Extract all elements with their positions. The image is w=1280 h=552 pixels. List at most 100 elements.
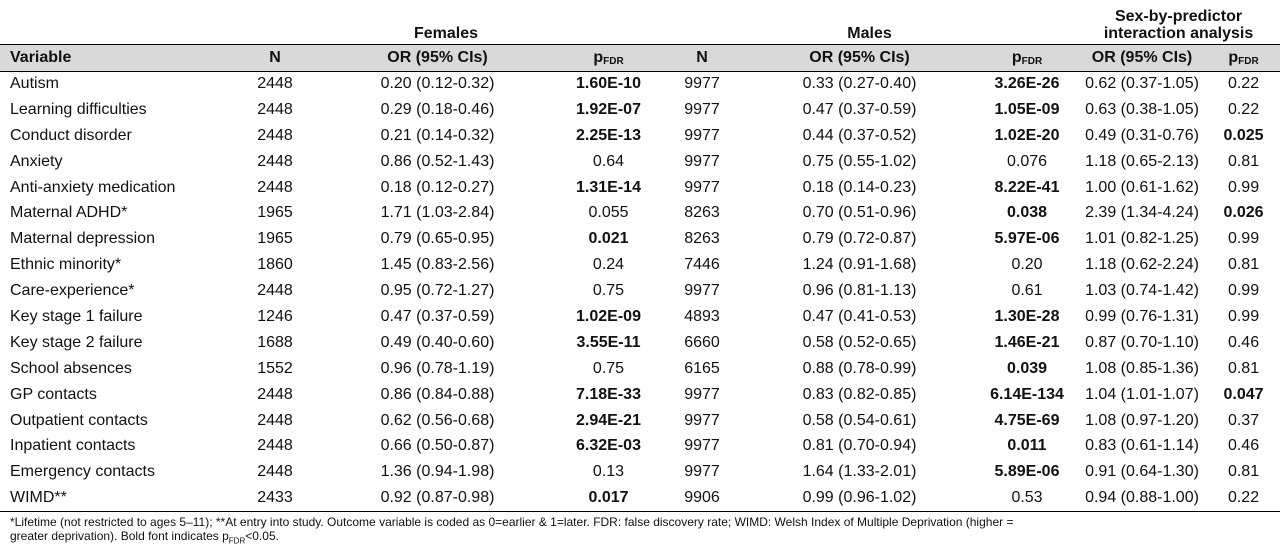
cell-m-n: 9977 bbox=[684, 411, 720, 429]
cell-m-n: 9977 bbox=[684, 437, 720, 455]
cell-f-p: 0.64 bbox=[592, 152, 625, 170]
footnote: *Lifetime (not restricted to ages 5–11);… bbox=[0, 512, 1280, 548]
footnote-line-1: *Lifetime (not restricted to ages 5–11);… bbox=[10, 514, 1014, 529]
cell-f-or: 0.49 (0.40-0.60) bbox=[380, 333, 495, 351]
cell-f-or: 1.45 (0.83-2.56) bbox=[380, 256, 495, 274]
cell-variable: Inpatient contacts bbox=[10, 437, 136, 455]
table-row: Anxiety 2448 0.86 (0.52-1.43) 0.64 9977 0.75 … bbox=[0, 149, 1280, 175]
cell-i-p: 0.46 bbox=[1227, 437, 1260, 455]
cell-m-n: 9977 bbox=[684, 463, 720, 481]
cell-variable: Maternal ADHD* bbox=[10, 204, 128, 222]
cell-i-p: 0.81 bbox=[1227, 463, 1260, 481]
cell-m-p: 6.14E-134 bbox=[990, 385, 1064, 403]
cell-m-n: 9977 bbox=[684, 100, 720, 118]
cell-variable: Conduct disorder bbox=[10, 126, 132, 144]
cell-f-n: 2448 bbox=[257, 282, 293, 300]
group-males: Males bbox=[662, 0, 1078, 44]
table-row: Maternal ADHD* 1965 1.71 (1.03-2.84) 0.055 8… bbox=[0, 200, 1280, 226]
cell-variable: Anti-anxiety medication bbox=[10, 178, 176, 196]
cell-f-p: 1.60E-10 bbox=[576, 75, 641, 93]
cell-i-or: 2.39 (1.34-4.24) bbox=[1085, 204, 1199, 222]
cell-i-p: 0.22 bbox=[1207, 485, 1280, 512]
cell-f-p: 2.25E-13 bbox=[576, 126, 641, 144]
cell-m-n: 9906 bbox=[662, 485, 742, 512]
col-m-or: OR (95% CIs) bbox=[742, 43, 977, 72]
group-females: Females bbox=[230, 0, 662, 44]
cell-m-n: 8263 bbox=[684, 204, 720, 222]
cell-m-or: 0.44 (0.37-0.52) bbox=[802, 126, 917, 144]
cell-f-p: 0.24 bbox=[592, 256, 625, 274]
cell-f-or: 0.21 (0.14-0.32) bbox=[380, 126, 495, 144]
cell-variable: School absences bbox=[10, 359, 132, 377]
col-f-n: N bbox=[230, 43, 320, 72]
table-row: Maternal depression 1965 0.79 (0.65-0.95) 0… bbox=[0, 226, 1280, 252]
cell-f-or: 1.71 (1.03-2.84) bbox=[380, 204, 495, 222]
cell-i-p: 0.99 bbox=[1227, 230, 1260, 248]
col-m-n: N bbox=[662, 43, 742, 72]
table-row: Ethnic minority* 1860 1.45 (0.83-2.56) 0.24… bbox=[0, 252, 1280, 278]
table-row: WIMD** 2433 0.92 (0.87-0.98) 0.017 9906 0.99 … bbox=[0, 485, 1280, 512]
cell-f-or: 0.47 (0.37-0.59) bbox=[380, 307, 495, 325]
cell-m-n: 6660 bbox=[684, 333, 720, 351]
cell-i-p: 0.99 bbox=[1227, 178, 1260, 196]
cell-variable: GP contacts bbox=[10, 385, 97, 403]
cell-i-or: 0.87 (0.70-1.10) bbox=[1085, 333, 1199, 351]
group-interaction: Sex-by-predictor interaction analysis bbox=[1077, 0, 1280, 44]
cell-m-n: 9977 bbox=[684, 152, 720, 170]
cell-f-n: 2448 bbox=[257, 178, 293, 196]
table-row: Inpatient contacts 2448 0.66 (0.50-0.87) 6.… bbox=[0, 433, 1280, 459]
table-row: Emergency contacts 2448 1.36 (0.94-1.98) 0.… bbox=[0, 459, 1280, 485]
cell-m-p: 0.53 bbox=[977, 485, 1078, 512]
cell-i-or: 1.03 (0.74-1.42) bbox=[1085, 282, 1199, 300]
cell-m-or: 0.47 (0.37-0.59) bbox=[802, 100, 917, 118]
cell-f-p: 3.55E-11 bbox=[576, 333, 641, 351]
table-row: Outpatient contacts 2448 0.62 (0.56-0.68) 2… bbox=[0, 408, 1280, 434]
cell-variable: Maternal depression bbox=[10, 230, 155, 248]
col-m-p: pFDR bbox=[977, 43, 1078, 72]
cell-i-p: 0.81 bbox=[1227, 152, 1260, 170]
table-row: Care-experience* 2448 0.95 (0.72-1.27) 0.75… bbox=[0, 278, 1280, 304]
cell-variable: Anxiety bbox=[10, 152, 63, 170]
cell-f-or: 0.66 (0.50-0.87) bbox=[380, 437, 495, 455]
cell-m-n: 6165 bbox=[684, 359, 720, 377]
cell-m-n: 7446 bbox=[684, 256, 720, 274]
table-row: Key stage 2 failure 1688 0.49 (0.40-0.60) 3… bbox=[0, 330, 1280, 356]
cell-f-or: 0.86 (0.52-1.43) bbox=[380, 152, 495, 170]
cell-f-or: 0.79 (0.65-0.95) bbox=[380, 230, 495, 248]
cell-m-or: 0.33 (0.27-0.40) bbox=[802, 75, 917, 93]
cell-f-p: 6.32E-03 bbox=[576, 437, 641, 455]
cell-f-or: 0.62 (0.56-0.68) bbox=[380, 411, 495, 429]
cell-variable: Care-experience* bbox=[10, 282, 135, 300]
table-row: Autism 2448 0.20 (0.12-0.32) 1.60E-10 9977 0.… bbox=[0, 71, 1280, 97]
cell-i-p: 0.37 bbox=[1227, 411, 1260, 429]
col-f-or: OR (95% CIs) bbox=[320, 43, 555, 72]
cell-m-or: 1.24 (0.91-1.68) bbox=[802, 256, 917, 274]
cell-i-or: 1.18 (0.62-2.24) bbox=[1085, 256, 1199, 274]
cell-f-p: 0.021 bbox=[588, 230, 629, 248]
col-variable: Variable bbox=[0, 43, 230, 72]
cell-f-n: 2448 bbox=[257, 463, 293, 481]
cell-m-p: 1.05E-09 bbox=[994, 100, 1060, 118]
cell-m-p: 0.011 bbox=[1007, 437, 1047, 455]
cell-f-n: 2448 bbox=[257, 437, 293, 455]
cell-i-p: 0.99 bbox=[1227, 307, 1260, 325]
column-header-row: Variable N OR (95% CIs) pFDR N OR (95% C… bbox=[0, 43, 1280, 72]
cell-m-or: 0.79 (0.72-0.87) bbox=[802, 230, 917, 248]
cell-i-p: 0.047 bbox=[1223, 385, 1264, 403]
cell-m-p: 0.20 bbox=[1011, 256, 1043, 274]
cell-f-n: 2448 bbox=[257, 385, 293, 403]
cell-i-p: 0.81 bbox=[1227, 256, 1260, 274]
cell-m-or: 0.81 (0.70-0.94) bbox=[802, 437, 917, 455]
cell-f-p: 7.18E-33 bbox=[576, 385, 641, 403]
col-i-or: OR (95% CIs) bbox=[1077, 43, 1208, 72]
cell-m-p: 3.26E-26 bbox=[994, 75, 1060, 93]
cell-f-p: 1.92E-07 bbox=[576, 100, 641, 118]
cell-f-n: 1965 bbox=[257, 204, 293, 222]
group-header-row: Females Males Sex-by-predictor interacti… bbox=[0, 0, 1280, 44]
cell-f-n: 1688 bbox=[257, 333, 293, 351]
cell-variable: Ethnic minority* bbox=[10, 256, 122, 274]
cell-m-n: 9977 bbox=[684, 178, 720, 196]
cell-variable: Key stage 2 failure bbox=[10, 333, 143, 351]
cell-m-p: 5.97E-06 bbox=[994, 230, 1060, 248]
cell-variable: Autism bbox=[10, 75, 59, 93]
